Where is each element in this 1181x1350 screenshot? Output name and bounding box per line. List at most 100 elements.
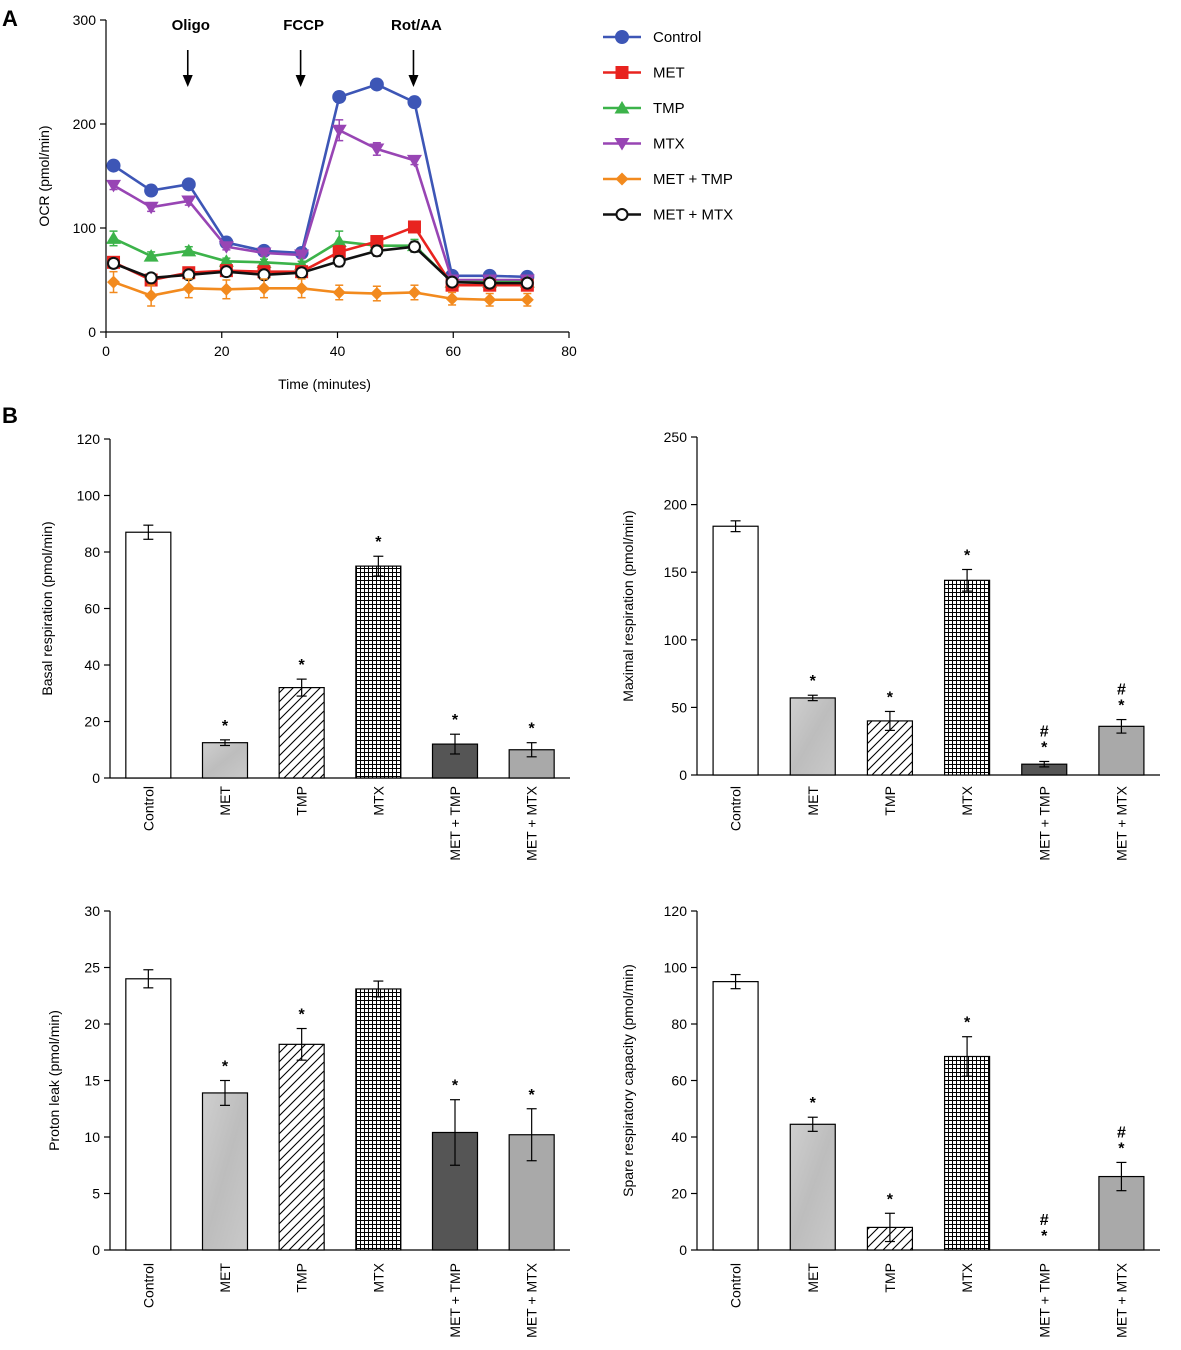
data-point-control: [369, 77, 384, 92]
ocr-line-chart: 0 100 200 300 0 20 40 60 80 Time (minutes) OCR (pm…: [36, 12, 577, 392]
x-tick-label-mtx: MTX: [370, 785, 386, 815]
legend-marker-control: [615, 30, 629, 44]
data-point-mtx: [406, 154, 422, 168]
data-point-tmp: [106, 231, 122, 244]
data-point-met-tmp: [445, 292, 459, 306]
series-line-control: [112, 83, 528, 279]
x-tick-label: 20: [214, 343, 230, 359]
significance-star: *: [887, 1191, 894, 1208]
y-tick-label: 100: [664, 632, 688, 648]
x-tick-label: 40: [330, 343, 346, 359]
bar-met: [789, 697, 836, 776]
bar-tmp: [278, 1043, 325, 1251]
data-point-met-mtx: [144, 271, 158, 285]
ocr-legend: Control MET TMP MTX MET + TMP MET + MTX: [603, 29, 733, 224]
data-point-control: [106, 158, 121, 173]
legend-marker-met: [615, 66, 629, 79]
y-tick-label: 80: [84, 544, 100, 560]
x-tick-label-met-tmp: MET + TMP: [1036, 786, 1052, 861]
legend-marker-met-mtx: [615, 208, 629, 221]
y-axis-title: Maximal respiration (pmol/min): [620, 510, 636, 701]
y-tick-label: 10: [84, 1129, 100, 1145]
bar-mtx: [943, 1055, 991, 1251]
data-point-met-tmp: [332, 285, 346, 299]
legend-label-control: Control: [653, 29, 701, 46]
x-tick-label-met-tmp: MET + TMP: [447, 786, 463, 861]
significance-star: *: [299, 1007, 306, 1024]
y-tick-label: 60: [671, 1073, 687, 1089]
series-met-mtx: [107, 240, 534, 290]
significance-star: *: [529, 1087, 536, 1104]
data-point-control: [407, 95, 422, 110]
annotation-label-oligo: Oligo: [172, 17, 210, 34]
data-point-mtx: [294, 249, 310, 263]
y-tick-label: 5: [92, 1186, 100, 1202]
annotation-arrow-head: [295, 75, 306, 87]
data-point-met: [407, 220, 421, 234]
x-tick-label-met: MET: [805, 786, 821, 816]
y-tick-label: 60: [84, 601, 100, 617]
y-tick-label: 200: [664, 497, 688, 513]
data-point-tmp: [143, 249, 159, 262]
x-tick-label-met-mtx: MET + MTX: [524, 1262, 540, 1337]
legend-marker-mtx: [614, 138, 630, 151]
x-tick-label-mtx: MTX: [959, 1262, 975, 1292]
legend-label-met-mtx: MET + MTX: [653, 207, 733, 224]
data-point-met-tmp: [295, 281, 309, 295]
x-tick-label-tmp: TMP: [882, 1263, 898, 1293]
bar-control: [125, 978, 172, 1251]
data-point-mtx: [181, 195, 197, 208]
y-tick-label: 20: [84, 714, 100, 730]
legend-label-tmp: TMP: [653, 100, 685, 117]
significance-star: *: [452, 712, 459, 729]
x-tick-label-control: Control: [728, 786, 744, 831]
data-point-met-mtx: [407, 240, 421, 254]
y-tick-label: 0: [88, 324, 96, 340]
x-tick-label-control: Control: [140, 1263, 156, 1308]
x-tick-label-met-mtx: MET + MTX: [1113, 785, 1129, 860]
y-tick-label: 20: [84, 1016, 100, 1032]
y-tick-label: 20: [671, 1186, 687, 1202]
y-tick-label: 120: [664, 903, 688, 919]
data-point-met-tmp: [407, 285, 421, 299]
significance-star: *: [1118, 1140, 1125, 1157]
legend-label-met: MET: [653, 65, 685, 82]
annotation-label-rot-aa: Rot/AA: [391, 17, 442, 34]
significance-hash: #: [1040, 723, 1049, 740]
legend-label-mtx: MTX: [653, 136, 685, 153]
y-axis-title: Proton leak (pmol/min): [46, 1010, 62, 1151]
significance-star: *: [452, 1078, 459, 1095]
significance-star: *: [964, 1015, 971, 1032]
x-tick-label-met-tmp: MET + TMP: [447, 1263, 463, 1338]
y-tick-label: 0: [679, 767, 687, 783]
significance-hash: #: [1117, 682, 1126, 699]
panel-a-label: A: [2, 6, 18, 31]
x-tick-label-tmp: TMP: [882, 786, 898, 816]
data-point-mtx: [106, 179, 122, 193]
bar-met: [201, 1092, 249, 1251]
data-point-met-mtx: [107, 256, 121, 270]
series-met-tmp: [107, 270, 534, 307]
y-tick-label: 25: [84, 960, 100, 976]
maximal-respiration-chart: 0 50 100 150 200 250 Maximal respiration (pmol…: [620, 429, 1160, 861]
bar-control: [712, 981, 759, 1251]
bar-control: [712, 525, 759, 776]
y-tick-label: 80: [671, 1016, 687, 1032]
x-tick-label-control: Control: [140, 786, 156, 831]
panel-b-label: B: [2, 403, 18, 428]
annotation-arrow-head: [182, 75, 193, 87]
y-axis-title: Spare respiratory capacity (pmol/min): [620, 964, 636, 1197]
y-tick-label: 100: [73, 220, 97, 236]
y-tick-label: 300: [73, 12, 97, 28]
bar-met: [789, 1123, 836, 1251]
x-axis-title: Time (minutes): [278, 376, 371, 392]
y-tick-label: 40: [84, 657, 100, 673]
x-tick-label: 60: [445, 343, 461, 359]
data-point-mtx: [256, 247, 272, 260]
significance-star: *: [810, 1095, 817, 1112]
data-point-met: [332, 245, 346, 259]
x-tick-label-met-mtx: MET + MTX: [1113, 1262, 1129, 1337]
bar-mtx: [943, 579, 991, 776]
proton-leak-chart: 0 5 10 15 20 25 30 Proton leak (pmol/min) Contro…: [46, 903, 570, 1338]
